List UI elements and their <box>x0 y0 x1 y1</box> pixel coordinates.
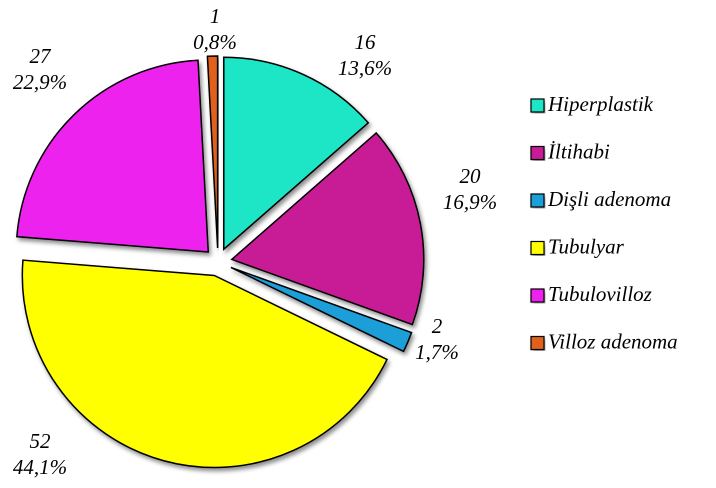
legend-label: Tubulyar <box>548 234 625 258</box>
pie-slice <box>230 131 425 326</box>
count-label: 1 <box>210 4 221 28</box>
legend-swatch <box>530 288 545 303</box>
percent-label: 22,9% <box>13 70 67 94</box>
legend-swatch <box>530 98 545 113</box>
legend-swatch <box>530 335 545 351</box>
count-label: 16 <box>355 30 377 54</box>
percent-label: 13,6% <box>338 56 392 80</box>
legend-swatch <box>530 193 545 208</box>
pie-slice <box>230 266 413 353</box>
count-label: 52 <box>30 429 52 453</box>
count-label: 20 <box>460 164 482 188</box>
pie-slice <box>16 59 210 253</box>
legend-swatch <box>530 145 545 161</box>
percent-label: 44,1% <box>13 455 67 479</box>
legend-label: Dişli adenoma <box>547 187 671 211</box>
percent-label: 16,9% <box>443 190 497 214</box>
pie-slice <box>223 56 370 251</box>
pie-slice <box>21 259 388 469</box>
legend-label: Tubulovilloz <box>548 282 652 306</box>
percent-label: 0,8% <box>193 30 237 54</box>
count-label: 27 <box>30 44 53 68</box>
percent-label: 1,7% <box>415 340 459 364</box>
count-label: 2 <box>432 314 443 338</box>
legend-label: Hiperplastik <box>547 92 654 116</box>
legend-swatch <box>530 240 545 256</box>
legend-label: İltihabi <box>547 139 610 163</box>
pie-slice <box>206 55 219 249</box>
legend-label: Villoz adenoma <box>548 329 678 353</box>
